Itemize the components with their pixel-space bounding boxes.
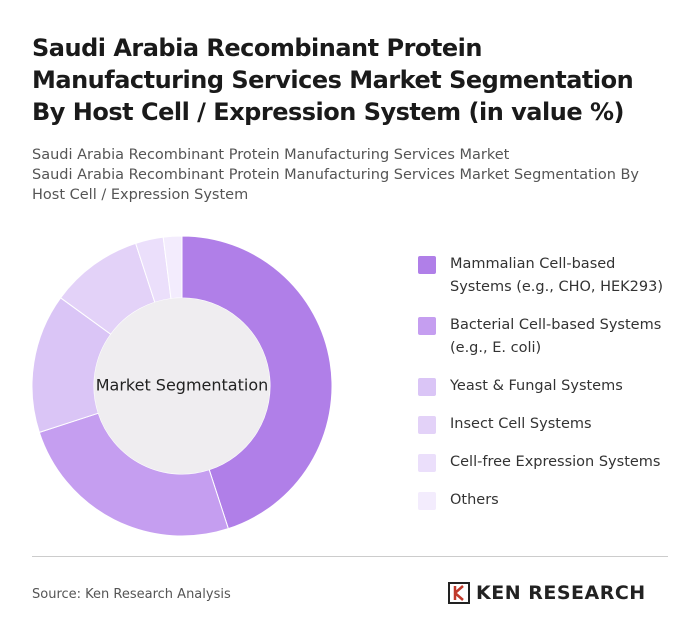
chart-title: Saudi Arabia Recombinant Protein Manufac… <box>32 34 634 126</box>
legend-swatch <box>418 256 436 274</box>
legend-swatch <box>418 416 436 434</box>
legend-item: Cell-free Expression Systems <box>418 451 668 474</box>
subtitle-line: Saudi Arabia Recombinant Protein Manufac… <box>32 147 510 163</box>
logo-icon <box>448 582 470 604</box>
donut-chart: Market Segmentation <box>31 235 333 537</box>
subtitle: Saudi Arabia Recombinant Protein Manufac… <box>32 145 662 205</box>
legend-label: Mammalian Cell-based Systems (e.g., CHO,… <box>450 256 664 295</box>
legend-swatch <box>418 454 436 472</box>
legend-swatch <box>418 492 436 510</box>
divider <box>32 556 668 557</box>
center-label: Market Segmentation <box>96 376 269 395</box>
legend-label: Cell-free Expression Systems <box>450 454 661 470</box>
legend-swatch <box>418 378 436 396</box>
legend-item: Yeast & Fungal Systems <box>418 375 668 398</box>
source: Source: Ken Research Analysis <box>32 587 231 602</box>
logo: KEN RESEARCH <box>448 582 646 604</box>
legend-label: Insect Cell Systems <box>450 416 592 432</box>
legend: Mammalian Cell-based Systems (e.g., CHO,… <box>418 253 668 512</box>
logo-text: KEN RESEARCH <box>476 582 646 604</box>
legend-label: Others <box>450 492 499 508</box>
legend-label: Yeast & Fungal Systems <box>450 378 623 394</box>
legend-swatch <box>418 317 436 335</box>
legend-item: Insect Cell Systems <box>418 413 668 436</box>
legend-item: Mammalian Cell-based Systems (e.g., CHO,… <box>418 253 668 299</box>
donut-hole <box>94 298 270 474</box>
subtitle-line: Saudi Arabia Recombinant Protein Manufac… <box>32 167 640 203</box>
legend-label: Bacterial Cell-based Systems (e.g., E. c… <box>450 317 662 356</box>
legend-item: Others <box>418 489 668 512</box>
legend-item: Bacterial Cell-based Systems (e.g., E. c… <box>418 314 668 360</box>
